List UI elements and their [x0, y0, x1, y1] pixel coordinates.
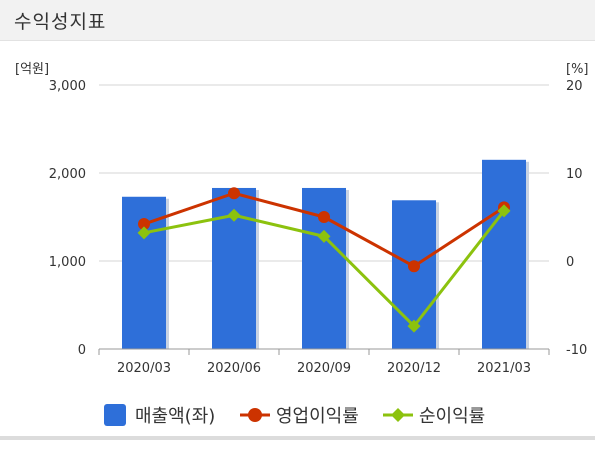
x-tick-label: 2020/12 [387, 361, 441, 376]
legend-label: 매출액(좌) [135, 406, 215, 427]
left-tick-label: 0 [78, 343, 86, 358]
legend-label: 영업이익률 [276, 406, 359, 427]
right-axis-unit: [%] [566, 62, 589, 77]
line-point [137, 226, 151, 240]
right-tick-label: 10 [566, 167, 583, 182]
right-tick-label: 20 [566, 79, 583, 94]
line-point [497, 204, 511, 218]
right-tick-label: -10 [566, 343, 587, 358]
line-point [138, 218, 150, 231]
header-bar: 수익성지표 [0, 0, 595, 41]
legend-marker [391, 408, 405, 422]
x-tick-label: 2020/09 [297, 361, 351, 376]
line-point [407, 319, 421, 333]
left-axis-unit: [억원] [15, 62, 49, 77]
left-tick-label: 2,000 [49, 167, 86, 182]
line-point [408, 260, 420, 273]
bar-series [122, 159, 529, 349]
page-title: 수익성지표 [14, 11, 107, 33]
line-series [137, 187, 511, 333]
line-point [228, 187, 240, 200]
bar [482, 159, 526, 349]
line-point [318, 211, 330, 223]
legend-marker [248, 408, 262, 422]
x-tick-label: 2020/03 [117, 361, 171, 376]
right-tick-label: 0 [566, 255, 574, 270]
legend: 매출액(좌) 영업이익률 순이익률 [104, 404, 485, 427]
line-point [317, 229, 331, 243]
bottom-divider [0, 436, 595, 440]
line-point [227, 208, 241, 222]
left-tick-label: 1,000 [49, 255, 86, 270]
legend-label: 순이익률 [419, 406, 485, 427]
left-tick-label: 3,000 [49, 79, 86, 94]
axes: 3,000 2,000 1,000 0 20 10 0 -10 [억원] [%] 2020/03 20… [15, 62, 589, 376]
legend-swatch-bar [104, 404, 126, 426]
x-tick-label: 2020/06 [207, 361, 261, 376]
x-tick-label: 2021/03 [477, 361, 531, 376]
